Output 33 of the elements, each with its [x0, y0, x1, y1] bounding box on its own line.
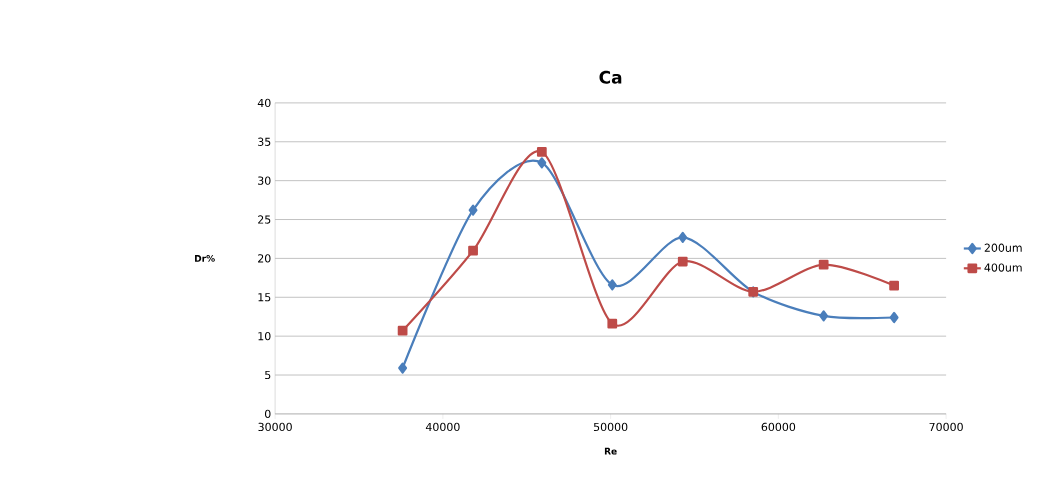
y-tick-label: 40: [257, 98, 271, 108]
point: [818, 259, 829, 270]
point: [678, 231, 688, 243]
y-tick-label: 0: [264, 409, 271, 419]
y-tick-label: 25: [258, 215, 271, 224]
chart-title: Ca: [599, 70, 622, 84]
point: [468, 204, 478, 216]
y-tick-label: 35: [258, 137, 271, 146]
point: [607, 318, 618, 329]
x-tick-label: 50000: [593, 422, 628, 432]
legend-label: 200um: [984, 243, 1022, 252]
point: [607, 279, 617, 291]
point: [468, 245, 478, 256]
point: [889, 311, 899, 324]
y-tick-label: 10: [258, 331, 271, 341]
point: [398, 362, 408, 374]
x-tick-label: 70000: [929, 422, 963, 432]
x-tick-label: 30000: [258, 422, 292, 432]
y-tick-label: 20: [258, 254, 271, 263]
y-tick-label: 5: [265, 370, 271, 380]
x-tick-label: 40000: [425, 422, 460, 432]
point: [537, 157, 547, 169]
legend-label: 400um: [984, 263, 1022, 272]
x-axis-title: Re: [604, 447, 617, 455]
point: [677, 256, 688, 267]
point: [819, 310, 829, 322]
y-axis-title: Dr%: [195, 254, 215, 262]
y-tick-label: 30: [258, 176, 271, 185]
y-tick-label: 15: [258, 293, 271, 302]
point: [889, 280, 899, 291]
x-tick-label: 60000: [761, 422, 796, 432]
point: [397, 325, 408, 336]
point: [536, 147, 547, 157]
